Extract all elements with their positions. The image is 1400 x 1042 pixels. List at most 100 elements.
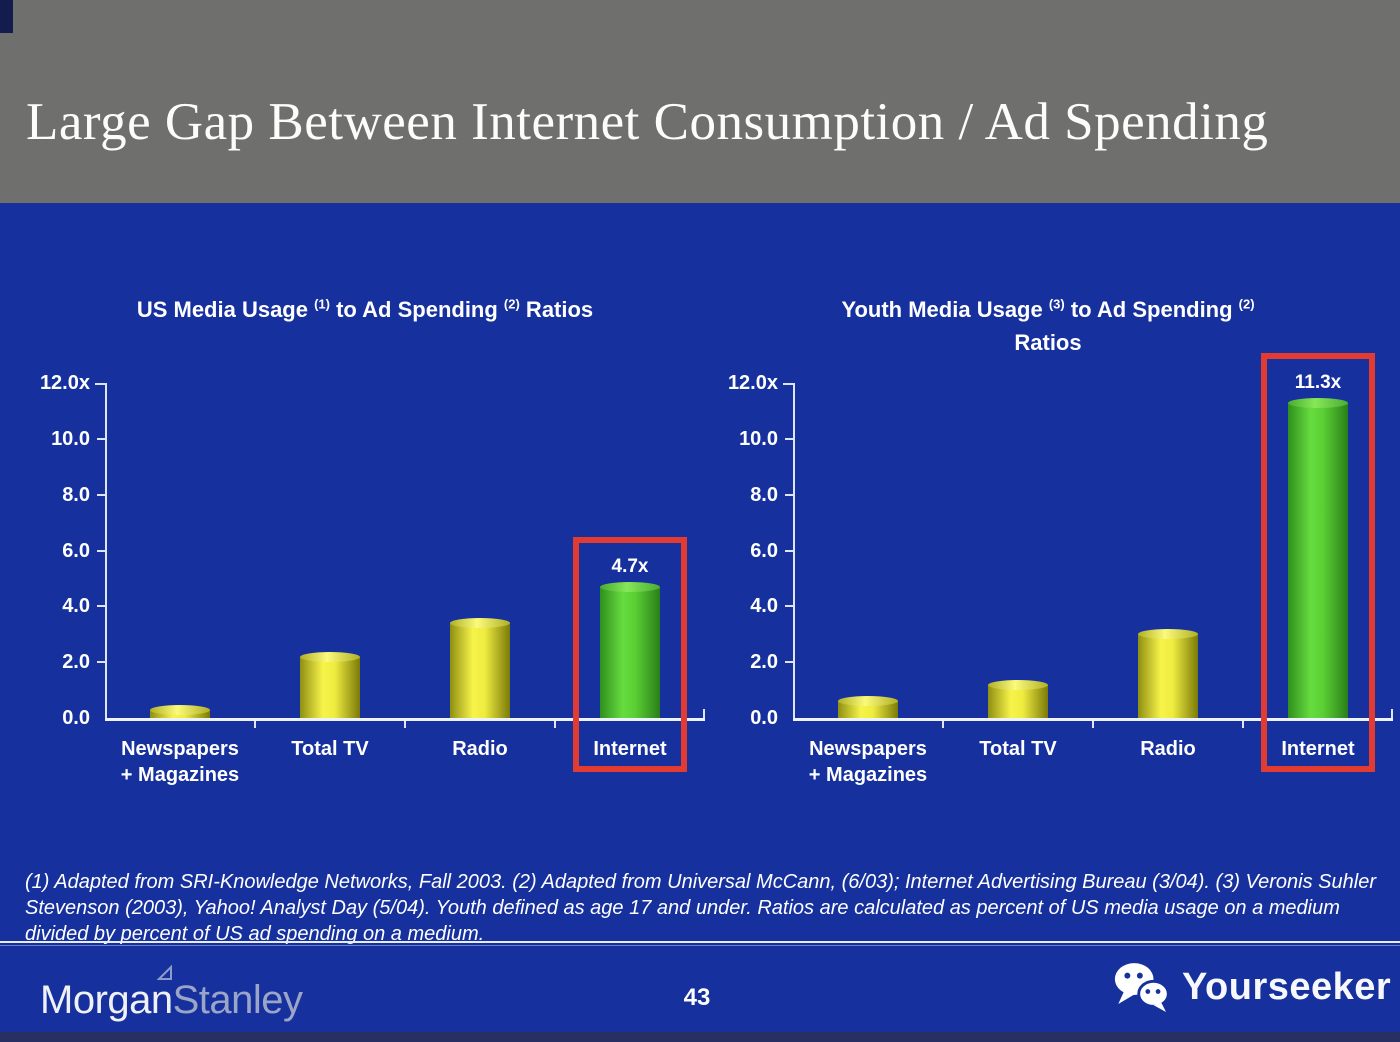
y-tick-label: 6.0 bbox=[750, 539, 778, 562]
category-label-line: + Magazines bbox=[120, 764, 240, 786]
y-axis-tick bbox=[785, 661, 793, 664]
morgan-stanley-triangle-icon bbox=[156, 964, 172, 980]
chart-title-youth-media: Youth Media Usage (3) to Ad Spending (2)… bbox=[798, 293, 1298, 359]
title-text: to Ad Spending bbox=[329, 297, 504, 322]
y-tick-label: 12.0x bbox=[727, 372, 778, 394]
y-tick-label: 2.0 bbox=[750, 651, 778, 674]
morgan-stanley-logo-part2: Stanley bbox=[172, 978, 303, 1022]
y-axis-top-hook bbox=[95, 383, 105, 385]
category-label-total-tv: Total TV bbox=[933, 736, 1103, 762]
bottom-strip bbox=[0, 1032, 1400, 1042]
category-label-newspapers: Newspapers + Magazines bbox=[95, 736, 265, 788]
category-label-line: Radio bbox=[1140, 738, 1196, 760]
x-axis-tick bbox=[404, 721, 406, 728]
title-superscript: (1) bbox=[314, 296, 330, 312]
y-tick-label: 12.0x bbox=[39, 372, 90, 394]
highlight-box bbox=[573, 536, 687, 772]
title-superscript: (2) bbox=[503, 296, 520, 312]
category-label-line: Newspapers bbox=[121, 738, 239, 760]
page-number: 43 bbox=[683, 984, 711, 1011]
bar-value-label: 11.3x bbox=[1294, 371, 1342, 393]
bar-internet bbox=[1288, 397, 1348, 718]
footnote-text: (1) Adapted from SRI-Knowledge Networks,… bbox=[25, 871, 1376, 945]
category-label-radio: Radio bbox=[1083, 736, 1253, 762]
x-axis-end-tick bbox=[1391, 709, 1393, 718]
bar-total-tv bbox=[988, 679, 1048, 718]
bar-internet bbox=[600, 581, 660, 718]
y-tick-label: 8.0 bbox=[750, 483, 778, 506]
x-axis-tick bbox=[554, 721, 556, 728]
title-text: Ratios bbox=[519, 297, 594, 322]
bar-chart-youth-media: Youth Media Usage (3) to Ad Spending (2)… bbox=[728, 297, 1393, 786]
y-axis-top-hook bbox=[783, 383, 793, 385]
y-axis-tick bbox=[785, 549, 793, 552]
y-tick-label: 10.0 bbox=[51, 427, 90, 450]
y-tick-label: 8.0 bbox=[62, 483, 90, 506]
category-label-line: Radio bbox=[452, 738, 508, 760]
y-tick-label: 10.0 bbox=[739, 427, 778, 450]
y-axis-tick bbox=[97, 661, 105, 664]
y-tick-label: 0.0 bbox=[62, 707, 90, 729]
y-axis-tick bbox=[97, 549, 105, 552]
y-axis-tick bbox=[785, 605, 793, 608]
bar-value-label: 4.7x bbox=[611, 555, 649, 577]
category-label-internet: Internet bbox=[1233, 736, 1400, 762]
category-label-line: Internet bbox=[593, 738, 667, 760]
title-text: US Media Usage bbox=[136, 297, 315, 322]
category-label-line: Total TV bbox=[979, 738, 1057, 760]
y-axis-tick bbox=[97, 493, 105, 496]
y-tick-label: 6.0 bbox=[62, 539, 90, 562]
morgan-stanley-logo-part1: Morgan bbox=[40, 978, 173, 1022]
y-tick-label: 4.0 bbox=[750, 595, 778, 618]
category-label-line: Internet bbox=[1281, 738, 1355, 760]
title-text: to Ad Spending bbox=[1064, 297, 1239, 322]
wechat-icon bbox=[1114, 963, 1170, 1012]
footer-divider bbox=[0, 941, 1400, 943]
highlight-box bbox=[1261, 352, 1375, 772]
category-label-radio: Radio bbox=[395, 736, 565, 762]
bar-radio bbox=[1138, 629, 1198, 718]
yourseeker-branding: Yourseeker bbox=[1112, 962, 1391, 1012]
bar-total-tv bbox=[300, 651, 360, 718]
morgan-stanley-logo: MorganStanley bbox=[40, 978, 303, 1023]
bar-radio bbox=[450, 618, 510, 718]
y-tick-label: 2.0 bbox=[62, 651, 90, 674]
x-axis bbox=[105, 718, 705, 721]
x-axis-tick bbox=[1092, 721, 1094, 728]
category-label-line: Newspapers bbox=[809, 738, 927, 760]
footer-divider-shadow bbox=[0, 945, 1400, 946]
bar-newspapers bbox=[150, 704, 210, 718]
title-superscript: (2) bbox=[1238, 296, 1255, 312]
category-label-internet: Internet bbox=[545, 736, 715, 762]
corner-artifact bbox=[0, 0, 13, 33]
category-label-line: + Magazines bbox=[808, 764, 928, 786]
category-label-newspapers: Newspapers + Magazines bbox=[783, 736, 953, 788]
chart-title-us-media: US Media Usage (1) to Ad Spending (2) Ra… bbox=[65, 293, 665, 326]
y-axis bbox=[793, 383, 795, 720]
bar-newspapers bbox=[838, 696, 898, 718]
x-axis-tick bbox=[1242, 721, 1244, 728]
y-axis-tick bbox=[97, 437, 105, 440]
title-band: Large Gap Between Internet Consumption /… bbox=[0, 0, 1400, 203]
y-tick-label: 4.0 bbox=[62, 595, 90, 618]
x-axis bbox=[793, 718, 1393, 721]
title-text: Ratios bbox=[1014, 330, 1082, 355]
y-axis bbox=[105, 383, 107, 720]
category-label-total-tv: Total TV bbox=[245, 736, 415, 762]
title-superscript: (3) bbox=[1048, 296, 1065, 312]
bar-chart-us-media: US Media Usage (1) to Ad Spending (2) Ra… bbox=[40, 297, 705, 786]
title-text: Youth Media Usage bbox=[841, 297, 1049, 322]
y-tick-label: 0.0 bbox=[750, 707, 778, 729]
yourseeker-label: Yourseeker bbox=[1182, 965, 1392, 1008]
x-axis-tick bbox=[942, 721, 944, 728]
y-axis-tick bbox=[785, 493, 793, 496]
slide-footer: MorganStanley 43 Yourseeker bbox=[0, 948, 1400, 1032]
x-axis-tick bbox=[254, 721, 256, 728]
y-axis-tick bbox=[97, 605, 105, 608]
x-axis-end-tick bbox=[703, 709, 705, 718]
category-label-line: Total TV bbox=[291, 738, 369, 760]
y-axis-tick bbox=[785, 437, 793, 440]
slide-title: Large Gap Between Internet Consumption /… bbox=[26, 93, 1269, 151]
